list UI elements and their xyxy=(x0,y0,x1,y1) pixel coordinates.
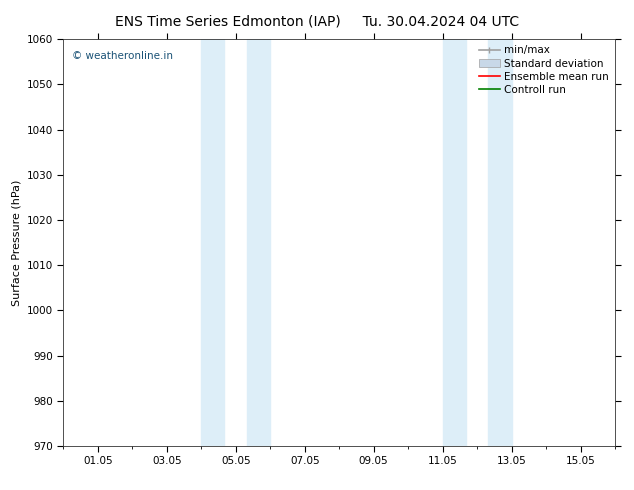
Text: ENS Time Series Edmonton (IAP)     Tu. 30.04.2024 04 UTC: ENS Time Series Edmonton (IAP) Tu. 30.04… xyxy=(115,15,519,29)
Legend: min/max, Standard deviation, Ensemble mean run, Controll run: min/max, Standard deviation, Ensemble me… xyxy=(475,41,613,99)
Bar xyxy=(443,39,466,446)
Y-axis label: Surface Pressure (hPa): Surface Pressure (hPa) xyxy=(11,179,21,306)
Bar xyxy=(247,39,270,446)
Bar xyxy=(488,39,512,446)
Text: © weatheronline.in: © weatheronline.in xyxy=(72,51,172,61)
Bar xyxy=(202,39,224,446)
